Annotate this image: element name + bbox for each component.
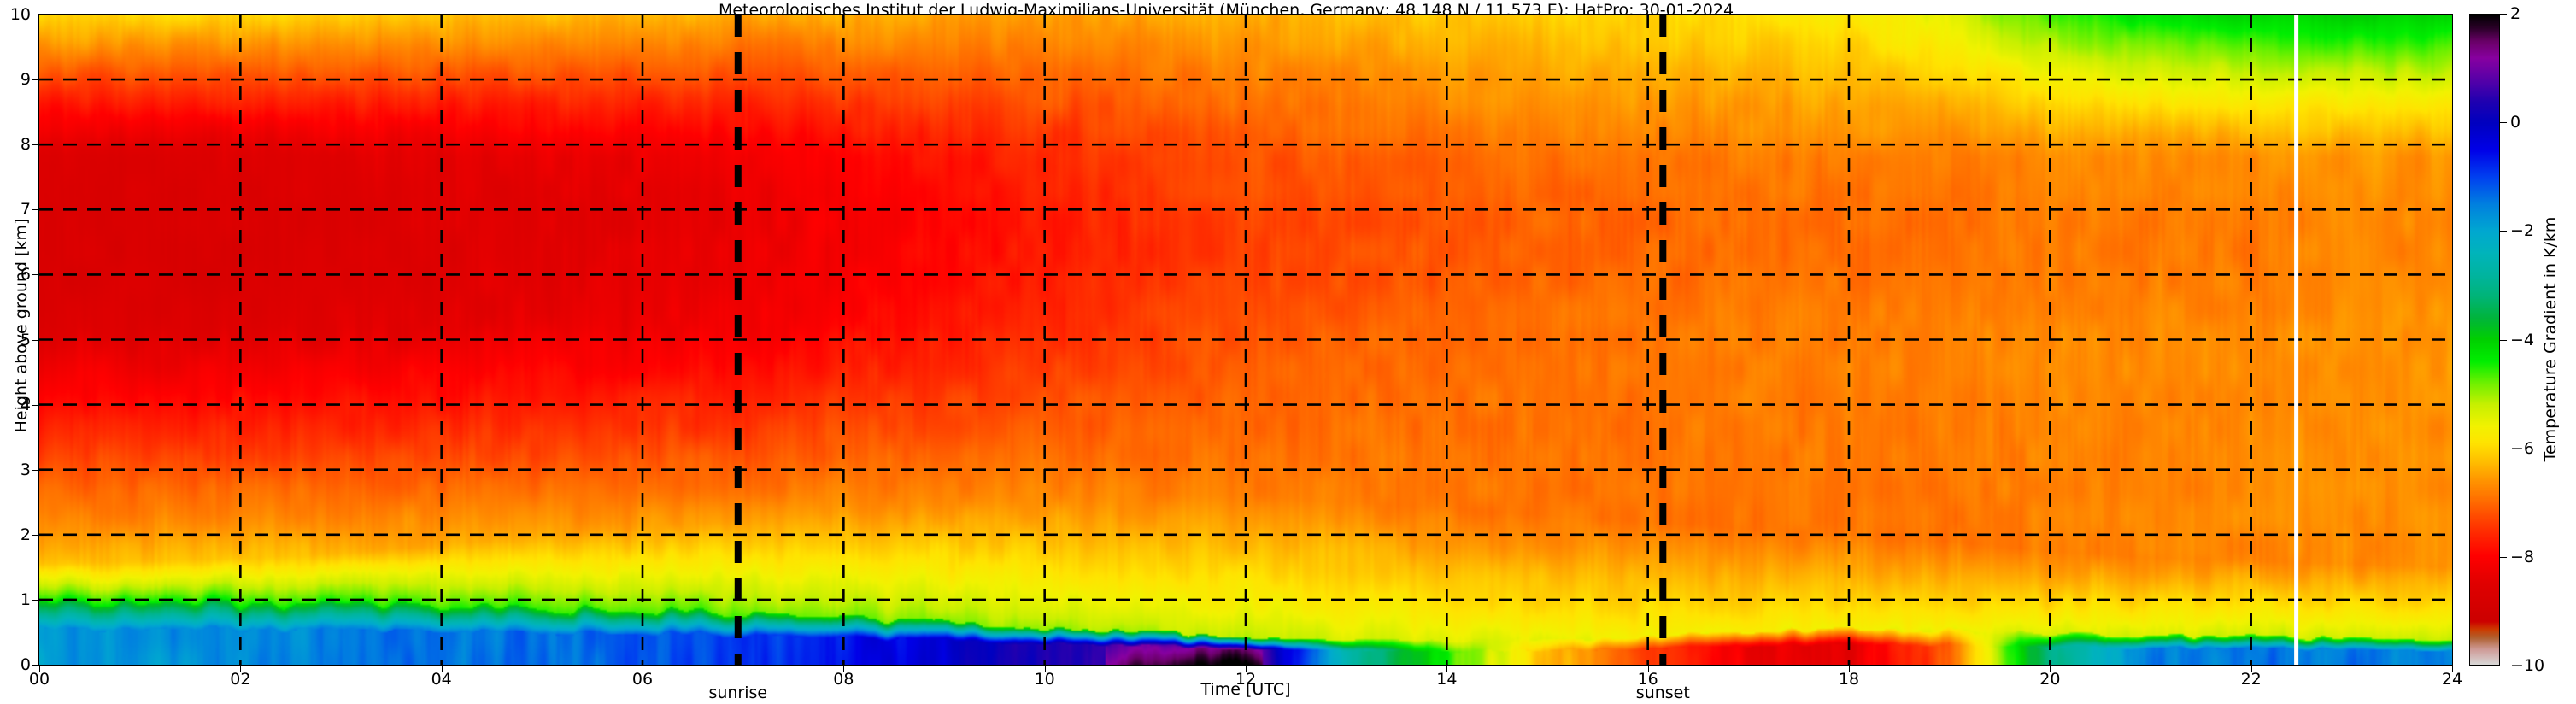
y-tick-mark bbox=[32, 144, 38, 146]
y-tick-label: 10 bbox=[9, 5, 31, 24]
y-tick-label: 9 bbox=[20, 70, 31, 90]
colorbar-tick-label: 2 bbox=[2510, 4, 2521, 23]
x-tick-label: 22 bbox=[2240, 670, 2262, 689]
x-tick-label: 12 bbox=[1235, 670, 1257, 689]
x-tick-mark bbox=[843, 666, 845, 672]
colorbar-tick-mark bbox=[2500, 122, 2507, 124]
x-tick-mark bbox=[1246, 666, 1247, 672]
x-tick-mark bbox=[2050, 666, 2051, 672]
x-tick-label: 08 bbox=[833, 670, 854, 689]
colorbar-gradient bbox=[2469, 14, 2500, 666]
heatmap-canvas bbox=[39, 15, 2452, 665]
x-tick-mark bbox=[1044, 666, 1046, 672]
x-tick-label: 14 bbox=[1436, 670, 1458, 689]
y-tick-label: 2 bbox=[20, 525, 31, 544]
y-tick-label: 3 bbox=[20, 460, 31, 479]
colorbar-tick-mark bbox=[2500, 14, 2507, 15]
x-tick-label: 16 bbox=[1637, 670, 1658, 689]
colorbar-tick-label: −6 bbox=[2510, 438, 2535, 458]
x-tick-label: 20 bbox=[2039, 670, 2061, 689]
x-tick-label: 02 bbox=[230, 670, 251, 689]
colorbar[interactable]: −10 −8 −6 −4 −2 0 2 Temperature Gradient in K/… bbox=[2469, 4, 2576, 675]
x-tick-mark bbox=[1647, 666, 1649, 672]
y-tick-mark bbox=[32, 339, 38, 341]
x-tick-label: 24 bbox=[2441, 670, 2463, 689]
colorbar-tick-label: 0 bbox=[2510, 113, 2521, 132]
colorbar-tick-mark bbox=[2500, 556, 2507, 558]
colorbar-tick-label: −2 bbox=[2510, 221, 2535, 241]
x-tick-mark bbox=[240, 666, 242, 672]
y-tick-label: 0 bbox=[20, 655, 31, 674]
x-tick-label: 10 bbox=[1034, 670, 1055, 689]
x-tick-mark bbox=[2452, 666, 2453, 672]
x-tick-mark bbox=[2250, 666, 2252, 672]
x-axis-title: Time [UTC] bbox=[1200, 680, 1291, 699]
y-tick-mark bbox=[32, 469, 38, 471]
colorbar-tick-mark bbox=[2500, 231, 2507, 232]
y-tick-label: 4 bbox=[20, 395, 31, 414]
y-tick-label: 6 bbox=[20, 265, 31, 285]
colorbar-tick-label: −4 bbox=[2510, 330, 2535, 349]
colorbar-tick-mark bbox=[2500, 339, 2507, 341]
y-tick-mark bbox=[32, 404, 38, 406]
colorbar-title: Temperature Gradient in K/km bbox=[2541, 216, 2560, 462]
y-tick-label: 1 bbox=[20, 590, 31, 609]
marker-label-sunrise: sunrise bbox=[708, 683, 768, 702]
x-tick-mark bbox=[441, 666, 443, 672]
marker-label-sunset: sunset bbox=[1635, 683, 1690, 702]
x-tick-label: 06 bbox=[631, 670, 654, 689]
y-tick-mark bbox=[32, 209, 38, 211]
colorbar-tick-label: −8 bbox=[2510, 547, 2535, 566]
y-tick-mark bbox=[32, 599, 38, 601]
x-tick-mark bbox=[39, 666, 40, 672]
heatmap-plot-area[interactable] bbox=[38, 14, 2453, 666]
y-tick-mark bbox=[32, 79, 38, 81]
x-tick-mark bbox=[1849, 666, 1850, 672]
y-tick-mark bbox=[32, 274, 38, 276]
y-tick-mark bbox=[32, 534, 38, 536]
colorbar-tick-label: −10 bbox=[2510, 656, 2545, 675]
x-tick-label: 00 bbox=[28, 670, 50, 689]
y-tick-label: 5 bbox=[20, 330, 31, 349]
y-tick-label: 8 bbox=[20, 135, 31, 155]
x-tick-mark bbox=[1446, 666, 1448, 672]
y-tick-mark bbox=[32, 665, 38, 666]
y-tick-label: 7 bbox=[20, 200, 31, 220]
x-tick-label: 04 bbox=[431, 670, 452, 689]
x-tick-label: 18 bbox=[1838, 670, 1860, 689]
